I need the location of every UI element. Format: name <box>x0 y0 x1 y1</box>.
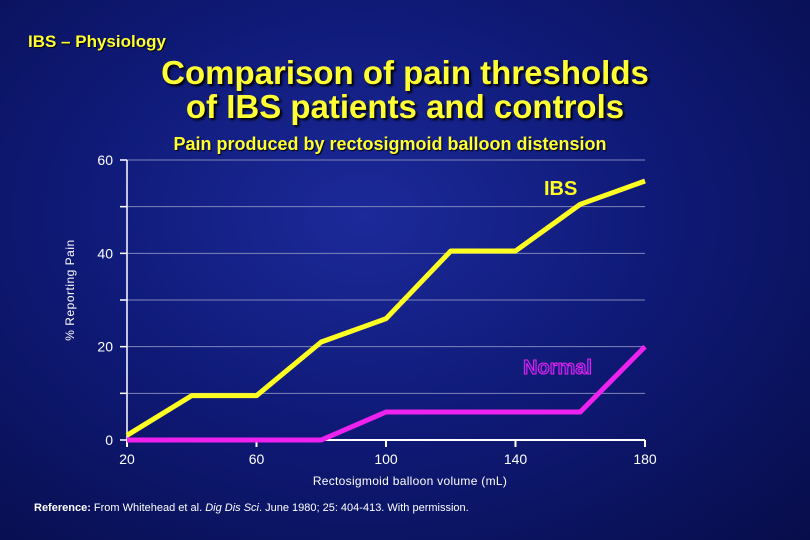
x-tick-label-180: 180 <box>633 451 657 467</box>
x-tick-label-20: 20 <box>119 451 135 467</box>
series-line-normal <box>127 344 647 443</box>
reference-prefix: Reference: <box>34 502 91 514</box>
slide-title: Comparison of pain thresholds of IBS pat… <box>100 56 710 124</box>
reference-text-2: . June 1980; 25: 404-413. With permissio… <box>258 502 469 514</box>
chart-title: Pain produced by rectosigmoid balloon di… <box>173 134 607 154</box>
series-labels: IBS Normal <box>523 178 593 380</box>
reference-note: Reference: From Whitehead et al. Dig Dis… <box>34 502 469 514</box>
y-tick-label-20: 20 <box>97 339 113 355</box>
x-tick-label-140: 140 <box>504 451 528 467</box>
reference-journal: Dig Dis Sci <box>205 502 259 514</box>
x-tick-label-60: 60 <box>249 451 265 467</box>
y-tick-label-0: 0 <box>105 432 113 448</box>
title-line-2: of IBS patients and controls <box>185 88 625 125</box>
series-label-ibs: IBS <box>544 178 577 200</box>
series-label-normal: Normal <box>523 357 592 379</box>
x-axis-label: Rectosigmoid balloon volume (mL) <box>312 474 508 488</box>
reference-text-1: From Whitehead et al. <box>90 502 206 514</box>
x-tick-label-100: 100 <box>374 451 398 467</box>
series-line-ibs <box>125 178 646 438</box>
y-tick-label-40: 40 <box>97 245 113 261</box>
section-heading: IBS – Physiology <box>28 32 166 51</box>
series-lines <box>125 178 647 443</box>
y-tick-label-60: 60 <box>97 152 113 168</box>
title-line-1: Comparison of pain thresholds <box>161 54 649 91</box>
